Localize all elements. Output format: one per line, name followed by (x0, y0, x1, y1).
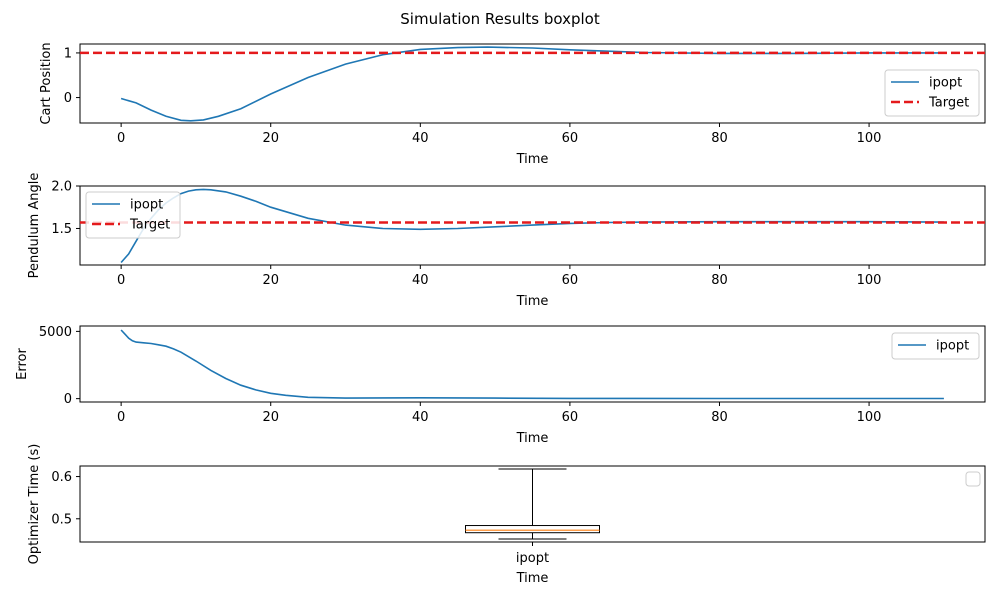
y-axis-label: Pendulum Angle (27, 173, 42, 279)
x-tick-label: 20 (262, 410, 279, 425)
x-axis-label: Time (516, 431, 549, 446)
y-axis-label: Error (15, 348, 30, 380)
y-axis-label: Optimizer Time (s) (27, 444, 42, 565)
y-tick-label: 1.5 (51, 222, 72, 237)
x-tick-label: 100 (857, 410, 882, 425)
axes-frame (79, 325, 986, 403)
legend-label-Target: Target (928, 96, 969, 111)
legend: ipopt Target (85, 191, 181, 239)
x-tick-label: 40 (412, 410, 429, 425)
subplot-2: 1.5 2.0 Pendulum Angle Time 0 20 40 60 80 100 ipop… (27, 173, 986, 309)
axes-frame (79, 43, 986, 124)
x-tick-label: 60 (562, 410, 579, 425)
x-tick-label: 20 (262, 273, 279, 288)
x-tick-label: 100 (857, 273, 882, 288)
x-tick-label: 20 (262, 131, 279, 146)
legend-label-ipopt: ipopt (929, 76, 962, 91)
x-axis-label: Time (516, 571, 549, 586)
x-axis-label: Time (516, 152, 549, 167)
x-tick-label: 0 (117, 410, 125, 425)
x-tick-label: 100 (857, 131, 882, 146)
legend: ipopt Target (884, 69, 980, 117)
subplot-3: 0 5000 Error Time 0 20 40 60 80 100 ipopt (15, 325, 986, 446)
x-tick-label: 60 (562, 131, 579, 146)
legend: ipopt (891, 332, 980, 360)
y-tick-label: 1 (64, 46, 72, 61)
subplot-1: 0 1 Cart Position Time 0 20 40 60 80 100 ipopt Targ… (39, 42, 986, 167)
y-tick-label: 0.5 (51, 512, 72, 527)
x-tick-label: 40 (412, 273, 429, 288)
x-tick-label: 60 (562, 273, 579, 288)
box-body (465, 525, 600, 534)
x-tick-label: 80 (711, 273, 728, 288)
y-axis-label: Cart Position (39, 42, 54, 124)
legend-box-empty (965, 471, 981, 487)
x-tick-label: 0 (117, 131, 125, 146)
y-tick-label: 2.0 (51, 180, 72, 195)
legend-label-ipopt: ipopt (130, 198, 163, 213)
y-tick-label: 0 (64, 392, 72, 407)
y-tick-label: 5000 (39, 325, 72, 340)
x-tick-label: 80 (711, 410, 728, 425)
x-tick-label: ipopt (516, 551, 549, 566)
figure-title: Simulation Results boxplot (400, 10, 600, 28)
y-tick-label: 0.6 (51, 470, 72, 485)
legend-box (891, 332, 980, 360)
x-tick-label: 80 (711, 131, 728, 146)
legend-label-ipopt: ipopt (936, 339, 969, 354)
subplots-container: 0 1 Cart Position Time 0 20 40 60 80 100 ipopt Targ… (15, 42, 986, 586)
x-axis-label: Time (516, 294, 549, 309)
legend-label-Target: Target (129, 218, 170, 233)
series-ipopt-line (120, 329, 944, 400)
x-tick-label: 40 (412, 131, 429, 146)
y-tick-label: 0 (64, 91, 72, 106)
subplot-4: 0.5 0.6 Optimizer Time (s) Time ipopt (27, 444, 986, 586)
x-tick-label: 0 (117, 273, 125, 288)
